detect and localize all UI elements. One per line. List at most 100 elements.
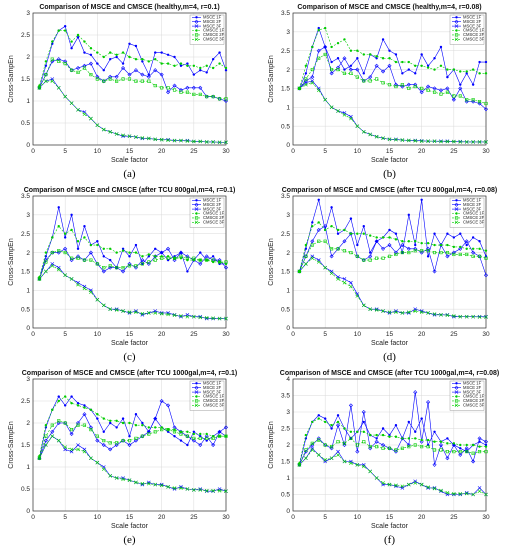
data-point	[362, 440, 366, 444]
data-point	[342, 56, 347, 61]
data-point	[369, 251, 372, 254]
data-point	[179, 430, 183, 433]
data-point	[374, 308, 379, 312]
data-point	[204, 434, 209, 439]
data-point	[95, 123, 100, 128]
data-point	[166, 312, 170, 317]
data-point	[185, 85, 190, 90]
data-point	[433, 243, 436, 247]
data-point	[88, 425, 93, 430]
x-axis-label: Scale factor	[111, 340, 149, 347]
legend-marker	[454, 33, 459, 37]
data-point	[368, 307, 373, 311]
data-point	[433, 57, 436, 60]
x-tick-label: 15	[126, 514, 134, 521]
x-tick-label: 0	[291, 148, 295, 155]
data-point	[198, 258, 202, 262]
y-tick-label: 2.5	[21, 231, 30, 238]
data-point	[381, 482, 385, 487]
data-point	[439, 243, 443, 247]
data-point	[323, 443, 327, 447]
data-point	[304, 72, 308, 75]
data-point	[211, 66, 215, 70]
legend-marker	[194, 33, 199, 37]
data-point	[381, 236, 385, 239]
data-point	[426, 66, 430, 69]
data-point	[63, 395, 67, 398]
data-point	[439, 312, 443, 317]
data-point	[96, 417, 99, 420]
data-point	[134, 243, 138, 247]
y-axis-label: Cross-SampEn	[8, 55, 15, 103]
data-point	[56, 438, 61, 443]
data-point	[381, 446, 385, 450]
data-point	[356, 57, 359, 60]
data-point	[388, 49, 391, 52]
data-point	[484, 445, 488, 448]
data-point	[407, 60, 410, 64]
data-point	[420, 86, 424, 91]
data-point	[204, 488, 209, 493]
x-tick-label: 10	[94, 514, 102, 521]
data-point	[323, 239, 327, 243]
data-point	[96, 413, 99, 416]
data-point	[439, 440, 443, 443]
data-point	[375, 236, 378, 239]
data-point	[483, 273, 489, 278]
y-tick-label: 2.5	[21, 398, 30, 405]
legend-marker	[455, 29, 458, 32]
data-point	[432, 486, 437, 491]
series-cmsce-2f	[37, 419, 228, 460]
data-point	[166, 86, 170, 90]
panel-b: Comparison of MSCE and CMSCE (healthy,m=…	[260, 0, 520, 183]
y-tick-label: 2	[286, 442, 290, 449]
data-point	[426, 438, 430, 442]
data-point	[394, 310, 398, 314]
data-point	[44, 424, 48, 427]
data-point	[323, 228, 327, 232]
data-point	[477, 436, 482, 441]
legend-marker	[194, 216, 199, 220]
data-point	[153, 482, 158, 487]
data-point	[146, 136, 151, 141]
data-point	[217, 429, 222, 434]
data-point	[199, 258, 202, 262]
series-line	[39, 78, 226, 143]
data-point	[362, 224, 365, 228]
data-point	[160, 256, 164, 260]
y-tick-label: 1.5	[281, 86, 290, 93]
legend-label: CMSCE 1F	[203, 211, 225, 216]
chart-d: Comparison of MSCE and CMSCE (after TCU …	[268, 187, 497, 363]
data-point	[388, 57, 391, 60]
x-axis-label: Scale factor	[111, 157, 149, 164]
series-line	[299, 222, 487, 272]
data-point	[349, 232, 353, 235]
data-point	[459, 232, 462, 235]
legend-marker	[455, 199, 458, 202]
x-tick-label: 20	[158, 514, 166, 521]
data-point	[471, 254, 475, 258]
data-point	[141, 58, 144, 61]
data-point	[95, 74, 100, 79]
chart-title: Comparison of MSCE and CMSCE (healthy,m=…	[297, 4, 481, 11]
data-point	[445, 90, 449, 94]
data-point	[349, 49, 353, 52]
y-tick-label: 1.5	[21, 76, 30, 83]
series-line	[39, 396, 226, 457]
data-point	[336, 57, 340, 60]
data-point	[426, 445, 430, 449]
legend-marker	[454, 390, 459, 394]
data-point	[140, 262, 144, 266]
data-point	[310, 67, 314, 72]
data-point	[69, 101, 74, 106]
data-point	[400, 250, 404, 255]
data-point	[381, 309, 385, 313]
legend-label: CMSCE 2F	[203, 398, 225, 403]
data-point	[63, 25, 67, 28]
data-point	[166, 62, 170, 65]
data-point	[154, 255, 157, 258]
data-point	[317, 56, 321, 60]
data-point	[205, 71, 208, 74]
data-point	[199, 69, 202, 72]
